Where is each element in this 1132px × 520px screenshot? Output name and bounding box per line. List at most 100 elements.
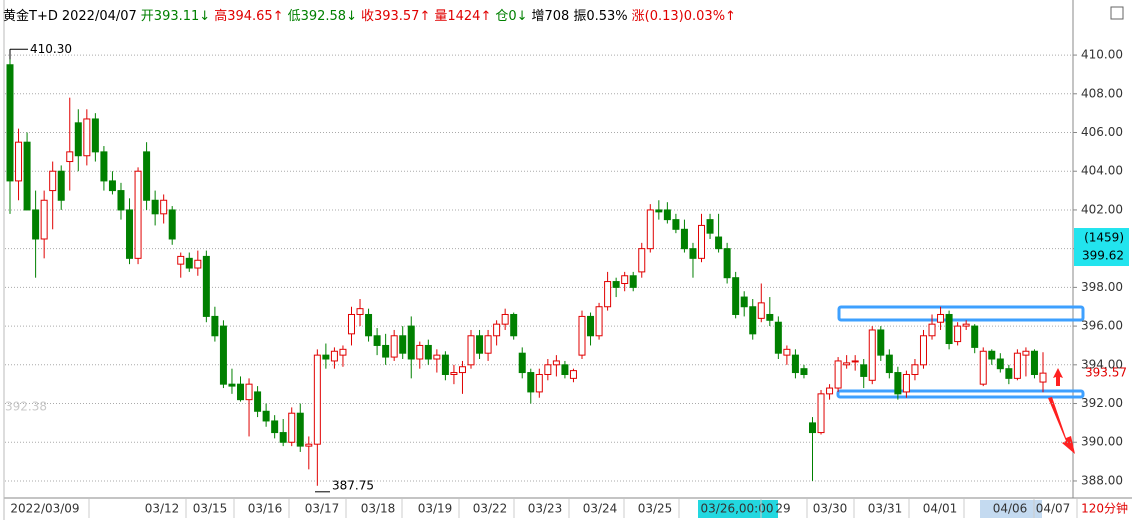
y-tick-label: 392.00 bbox=[1081, 396, 1123, 410]
candle-body bbox=[356, 308, 364, 315]
y-tick-label: 404.00 bbox=[1081, 164, 1123, 178]
header-item: 量1424↑ bbox=[434, 9, 492, 24]
candle-body bbox=[996, 358, 1004, 370]
candle-body bbox=[202, 255, 210, 317]
candle-body bbox=[902, 373, 910, 393]
candle-body bbox=[49, 170, 57, 192]
candle-body bbox=[800, 368, 808, 375]
candle-body bbox=[1013, 352, 1021, 379]
candle-body bbox=[988, 350, 996, 360]
candle-body bbox=[698, 224, 706, 259]
cursor-count: (1459) bbox=[1084, 231, 1124, 245]
x-tick-label: 03/30 bbox=[813, 502, 848, 516]
candle-body bbox=[544, 364, 552, 375]
candle-body bbox=[399, 335, 407, 354]
candle-body bbox=[715, 236, 723, 250]
header-item: 增708 bbox=[531, 9, 570, 24]
header-item: 2022/04/07 bbox=[61, 9, 137, 24]
y-tick-label: 406.00 bbox=[1081, 125, 1123, 139]
highlight-box bbox=[837, 305, 1085, 322]
candle-body bbox=[74, 122, 82, 157]
candle-body bbox=[467, 335, 475, 366]
candle-body bbox=[791, 354, 799, 374]
candle-body bbox=[962, 323, 970, 327]
candle-body bbox=[646, 209, 654, 250]
header: 黄金T+D 2022/04/07 开393.11↓ 高394.65↑ 低392.58↓ 收… bbox=[3, 5, 740, 24]
candle-body bbox=[32, 209, 40, 240]
window-button[interactable] bbox=[1110, 6, 1124, 20]
candle-body bbox=[476, 335, 484, 354]
candle-body bbox=[407, 325, 415, 360]
candle-body bbox=[1039, 372, 1047, 383]
candle-body bbox=[954, 325, 962, 343]
x-tick-label: 03/23 bbox=[528, 502, 563, 516]
header-item: 振0.53% bbox=[573, 9, 628, 24]
x-tick-label: 03/15 bbox=[193, 502, 228, 516]
candle-body bbox=[766, 313, 774, 321]
candle-body bbox=[757, 302, 765, 319]
arrow-down bbox=[1048, 397, 1075, 454]
last-price-label: 393.57 bbox=[1085, 366, 1127, 380]
candle-body bbox=[177, 255, 185, 265]
candle-body bbox=[66, 151, 74, 163]
candle-body bbox=[484, 335, 492, 354]
candle-body bbox=[808, 422, 816, 434]
y-tick-label: 402.00 bbox=[1081, 202, 1123, 216]
cursor-price: 399.62 bbox=[1082, 249, 1124, 263]
x-tick-label: 03/24 bbox=[583, 502, 618, 516]
y-tick-label: 408.00 bbox=[1081, 86, 1123, 100]
x-tick-label: 03/12 bbox=[145, 502, 180, 516]
candle-body bbox=[629, 275, 637, 288]
candle-body bbox=[971, 325, 979, 348]
candle-body bbox=[168, 209, 176, 240]
candle-body bbox=[1005, 368, 1013, 379]
y-tick-label: 396.00 bbox=[1081, 319, 1123, 333]
candle-body bbox=[305, 443, 313, 447]
candle-body bbox=[126, 209, 134, 259]
candle-body bbox=[219, 325, 227, 385]
x-tick-label: 03/26,00:00 bbox=[701, 502, 774, 516]
candle-body bbox=[211, 315, 219, 337]
arrow-up bbox=[1053, 368, 1063, 386]
candle-body bbox=[569, 370, 577, 379]
candle-body bbox=[732, 277, 740, 315]
header-item: 开393.11↓ bbox=[140, 9, 211, 24]
candle-body bbox=[271, 420, 279, 434]
candle-body bbox=[834, 360, 842, 389]
candle-body bbox=[450, 372, 458, 375]
candle-body bbox=[296, 412, 304, 447]
candle-body bbox=[91, 118, 99, 153]
x-tick-label: 03/31 bbox=[868, 502, 903, 516]
candle-body bbox=[134, 170, 142, 259]
candle-body bbox=[783, 348, 791, 356]
candle-body bbox=[535, 373, 543, 393]
candle-body bbox=[262, 410, 270, 422]
candle-body bbox=[143, 151, 151, 201]
candle-body bbox=[595, 306, 603, 337]
candle-body bbox=[894, 372, 902, 395]
candle-body bbox=[979, 350, 987, 385]
header-item: 仓0↓ bbox=[495, 9, 528, 24]
highlight-box bbox=[836, 389, 1085, 399]
candle-body bbox=[937, 313, 945, 323]
candle-body bbox=[416, 344, 424, 360]
candle-body bbox=[877, 329, 885, 356]
candle-body bbox=[510, 313, 518, 337]
candle-body bbox=[493, 323, 501, 337]
candle-body bbox=[373, 335, 381, 346]
x-tick-label: 04/01 bbox=[923, 502, 958, 516]
candle-body bbox=[57, 170, 65, 201]
candle-body bbox=[945, 313, 953, 345]
header-item: 低392.58↓ bbox=[287, 9, 357, 24]
candle-body bbox=[1022, 350, 1030, 356]
candle-body bbox=[817, 393, 825, 434]
candle-body bbox=[390, 335, 398, 358]
cursor-box bbox=[1074, 228, 1129, 267]
candle-body bbox=[826, 387, 834, 395]
x-tick-label: 03/17 bbox=[305, 502, 340, 516]
candle-body bbox=[638, 248, 646, 273]
candle-body bbox=[6, 64, 14, 182]
candle-body bbox=[15, 141, 23, 182]
candle-body bbox=[100, 151, 108, 182]
candle-body bbox=[237, 383, 245, 401]
